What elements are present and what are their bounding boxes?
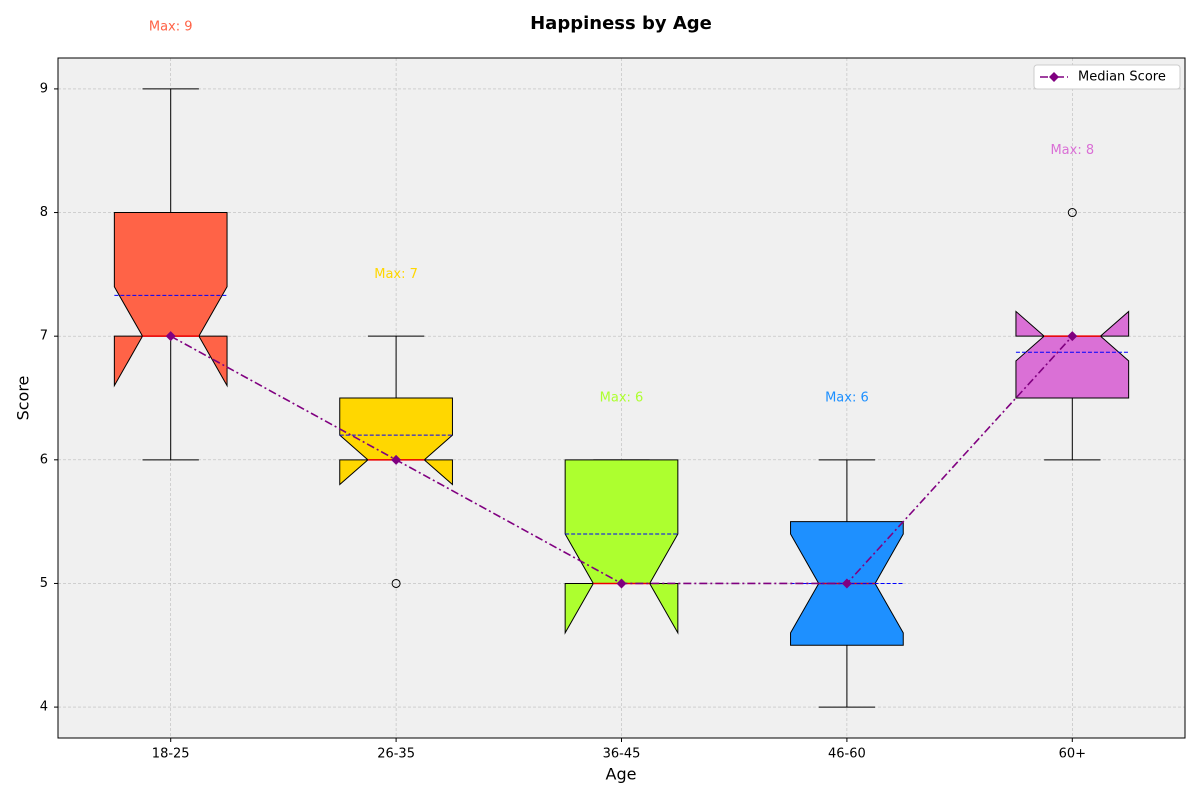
annotation: Max: 8 [1050, 143, 1094, 158]
x-axis-label: Age [606, 765, 637, 784]
annotation: Max: 6 [600, 391, 644, 406]
y-tick-label: 8 [40, 205, 48, 220]
box [339, 397, 453, 486]
legend-label: Median Score [1078, 70, 1166, 85]
x-tick-label: 36-45 [603, 747, 641, 762]
y-tick-label: 6 [40, 452, 48, 467]
x-tick-label: 60+ [1059, 747, 1086, 762]
chart-title: Happiness by Age [530, 13, 712, 34]
box [113, 212, 228, 388]
y-tick-label: 5 [40, 576, 48, 591]
y-tick-label: 9 [40, 81, 48, 96]
median-marker [1067, 331, 1078, 342]
median-marker [165, 331, 176, 342]
x-tick-label: 26-35 [377, 747, 415, 762]
y-axis-label: Score [14, 376, 33, 421]
outlier [1067, 208, 1077, 218]
annotation: Max: 7 [374, 267, 418, 282]
x-tick-label: 46-60 [828, 747, 866, 762]
legend-marker [1049, 72, 1059, 82]
y-tick-label: 4 [40, 700, 48, 715]
box [564, 459, 679, 635]
y-tick-label: 7 [40, 329, 48, 344]
x-tick-label: 18-25 [152, 747, 190, 762]
median-marker [391, 454, 402, 465]
median-marker [841, 578, 852, 589]
annotation: Max: 6 [825, 391, 869, 406]
legend-box [1033, 64, 1181, 90]
median-marker [616, 578, 627, 589]
outlier [391, 578, 401, 588]
annotation: Max: 9 [149, 20, 193, 35]
box [1015, 310, 1130, 399]
